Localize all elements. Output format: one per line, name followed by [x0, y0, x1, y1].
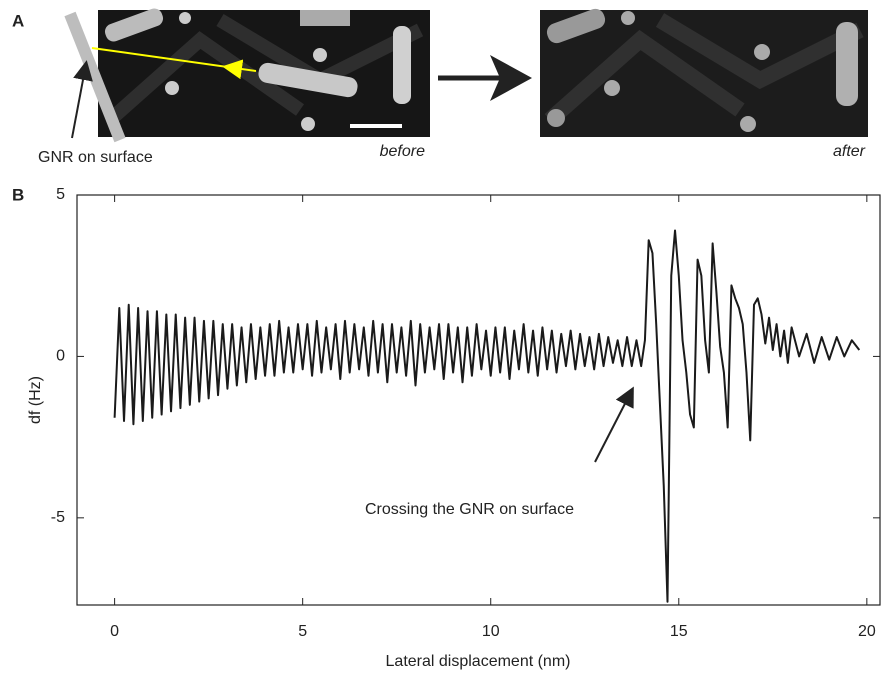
image-caption: before [380, 143, 425, 160]
image-caption: after [833, 143, 866, 160]
panel-label: A [12, 11, 24, 30]
annotation: Crossing the GNR on surface [365, 501, 574, 518]
x-tick-label: 15 [670, 623, 688, 640]
image-after [540, 8, 868, 137]
y-tick-label: 0 [56, 348, 65, 365]
plot-frame [76, 194, 881, 606]
y-axis-label: df (Hz) [27, 376, 44, 424]
x-axis-label: Lateral displacement (nm) [386, 653, 571, 670]
gnr-marker [64, 11, 126, 143]
arrow-head [490, 55, 532, 101]
x-tick-label: 20 [858, 623, 876, 640]
tip-arrow [222, 59, 244, 80]
image-before [98, 8, 430, 137]
x-tick-label: 5 [298, 623, 307, 640]
y-tick-label: 5 [56, 186, 65, 203]
x-tick-label: 0 [110, 623, 119, 640]
data-line [113, 229, 861, 603]
annotation-arrow [594, 386, 634, 463]
panel-label: B [12, 185, 24, 204]
pointer-arrow [71, 60, 93, 139]
x-tick-label: 10 [482, 623, 500, 640]
y-tick-label: -5 [51, 509, 65, 526]
image-label: GNR on surface [38, 149, 153, 166]
